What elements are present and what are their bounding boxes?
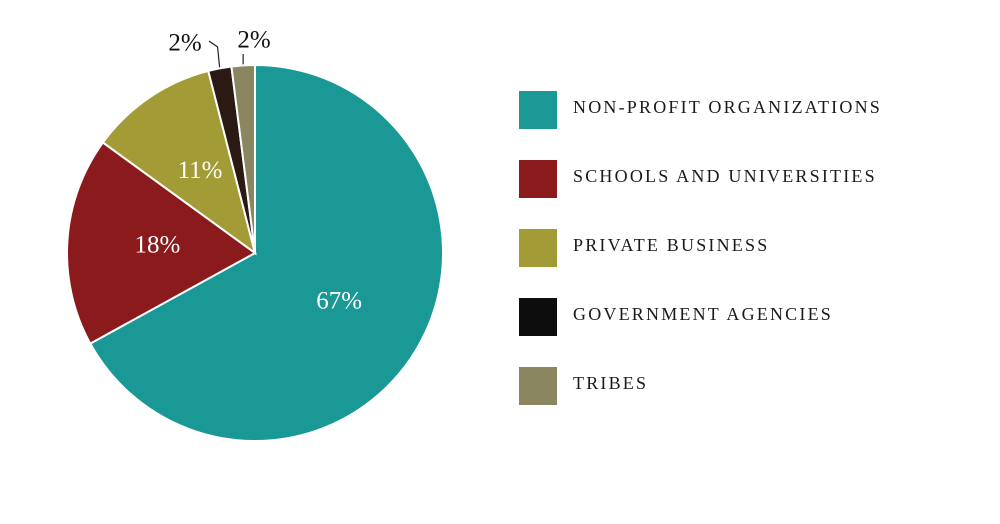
slice-label: 18% bbox=[135, 232, 181, 259]
legend-label: SCHOOLS AND UNIVERSITIES bbox=[573, 166, 877, 186]
legend-label: GOVERNMENT AGENCIES bbox=[573, 304, 833, 324]
leader-line bbox=[208, 40, 221, 68]
slice-label: 67% bbox=[316, 287, 362, 314]
legend-swatch bbox=[519, 229, 557, 267]
legend-swatch bbox=[519, 91, 557, 129]
legend-label: PRIVATE BUSINESS bbox=[573, 235, 769, 255]
legend-swatch bbox=[519, 367, 557, 405]
slice-label: 2% bbox=[237, 27, 270, 54]
pie-slice bbox=[88, 63, 444, 442]
pie-slice bbox=[66, 141, 257, 345]
slice-label: 2% bbox=[168, 30, 201, 57]
pie-slice bbox=[230, 63, 256, 254]
slice-label: 11% bbox=[178, 157, 223, 184]
legend-label: NON-PROFIT ORGANIZATIONS bbox=[573, 97, 882, 117]
pie-slice bbox=[101, 69, 257, 256]
legend-label: TRIBES bbox=[573, 373, 648, 393]
legend-swatch bbox=[519, 160, 557, 198]
legend-swatch bbox=[519, 298, 557, 336]
